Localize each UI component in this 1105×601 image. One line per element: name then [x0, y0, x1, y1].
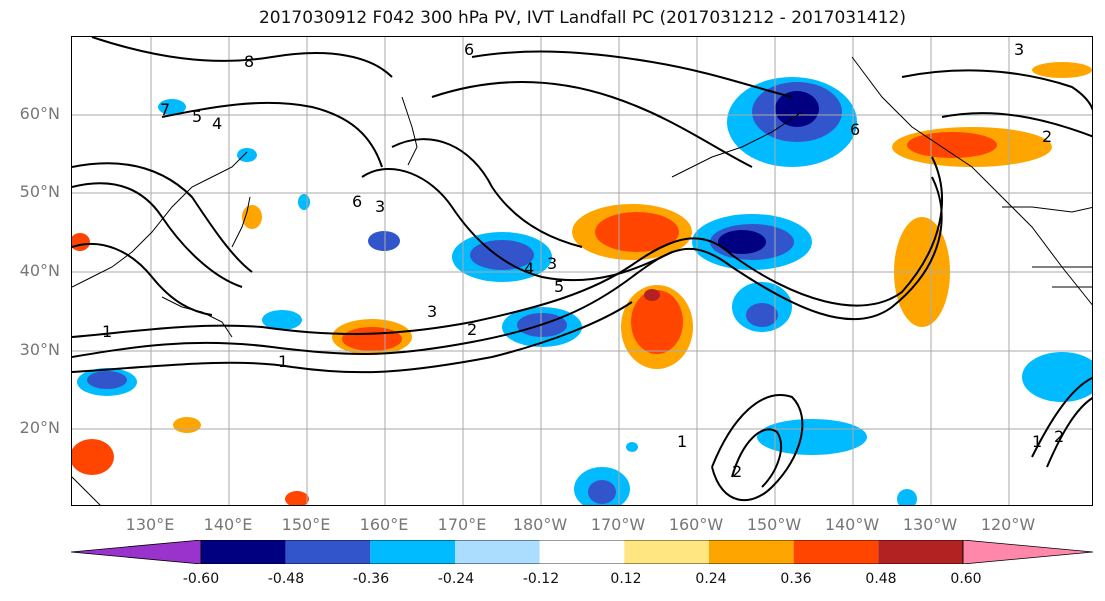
- contour-label: 6: [850, 120, 860, 139]
- colorbar-segments: [71, 540, 1093, 564]
- contour-label: 2: [1054, 427, 1064, 446]
- colorbar-segment: [201, 540, 286, 564]
- lon-label: 180°W: [512, 515, 568, 534]
- contour-label: 3: [427, 302, 437, 321]
- graticule: [72, 37, 1092, 505]
- colorbar-segment: [624, 540, 709, 564]
- lon-label: 160°W: [668, 515, 724, 534]
- contour-label: 2: [732, 462, 742, 481]
- colorbar-tick-label: 0.60: [950, 571, 982, 587]
- contour-label: 3: [375, 197, 385, 216]
- colorbar-segment: [878, 540, 963, 564]
- contour-label: 8: [244, 52, 254, 71]
- contour-label: 2: [1042, 127, 1052, 146]
- pv-contours: [72, 37, 1092, 502]
- lon-label: 130°W: [902, 515, 958, 534]
- contour-label: 1: [1032, 432, 1042, 451]
- colorbar-tick-label: -0.12: [522, 571, 560, 587]
- lon-label: 140°E: [203, 515, 253, 534]
- contour-label: 2: [467, 320, 477, 339]
- shaded-anomalies: [72, 62, 1092, 505]
- colorbar-segment: [793, 540, 879, 564]
- contour-label: 3: [1014, 40, 1024, 59]
- colorbar-tick-label: -0.24: [437, 571, 475, 587]
- contour-label: 5: [554, 277, 564, 296]
- contour-label: 6: [464, 40, 474, 59]
- colorbar-extend-low: [71, 540, 202, 564]
- lon-label: 150°W: [746, 515, 802, 534]
- lon-label: 120°W: [980, 515, 1036, 534]
- lat-label: 20°N: [19, 418, 60, 437]
- colorbar-tick-label: 0.48: [865, 571, 897, 587]
- contour-label: 1: [102, 322, 112, 341]
- colorbar-tick-label: -0.60: [182, 571, 220, 587]
- colorbar-tick-label: 0.12: [610, 571, 642, 587]
- colorbar: [71, 540, 1093, 564]
- contour-label: 1: [278, 352, 288, 371]
- contour-label: 5: [192, 107, 202, 126]
- lon-label: 140°W: [824, 515, 880, 534]
- lat-label: 60°N: [19, 104, 60, 123]
- colorbar-tick-label: 0.36: [780, 571, 812, 587]
- lon-label: 130°E: [125, 515, 175, 534]
- contour-label: 3: [547, 254, 557, 273]
- colorbar-segment: [455, 540, 540, 564]
- lat-label: 30°N: [19, 340, 60, 359]
- contour-label: 4: [212, 114, 222, 133]
- contour-label: 7: [160, 100, 170, 119]
- colorbar-tick-label: 0.24: [695, 571, 727, 587]
- lon-label: 160°E: [359, 515, 409, 534]
- contour-label: 1: [677, 432, 687, 451]
- lat-label: 50°N: [19, 182, 60, 201]
- colorbar-tick-label: -0.36: [352, 571, 390, 587]
- map-title: 2017030912 F042 300 hPa PV, IVT Landfall…: [258, 8, 906, 28]
- lon-label: 170°W: [590, 515, 646, 534]
- colorbar-segment: [370, 540, 455, 564]
- contour-label: 6: [352, 192, 362, 211]
- coastlines: [72, 56, 1092, 505]
- lon-label: 170°E: [437, 515, 487, 534]
- lat-label: 40°N: [19, 261, 60, 280]
- map-canvas: 1 1 2 3 3 4 5 6 6 7 8 1 2 3 4 5 2 6 1 2 …: [72, 37, 1092, 505]
- contour-label: 4: [524, 259, 534, 278]
- colorbar-extend-high: [962, 540, 1093, 564]
- contour-label-group: 1 1 2 3 3 4 5 6 6 7 8 1 2 3 4 5 2 6 1 2 …: [102, 40, 1064, 481]
- colorbar-segment: [709, 540, 794, 564]
- colorbar-outline: [200, 540, 964, 564]
- lon-label: 150°E: [281, 515, 331, 534]
- colorbar-segment: [285, 540, 371, 564]
- colorbar-tick-label: -0.48: [267, 571, 305, 587]
- colorbar-segment: [539, 540, 625, 564]
- map-panel: 1 1 2 3 3 4 5 6 6 7 8 1 2 3 4 5 2 6 1 2 …: [71, 36, 1093, 506]
